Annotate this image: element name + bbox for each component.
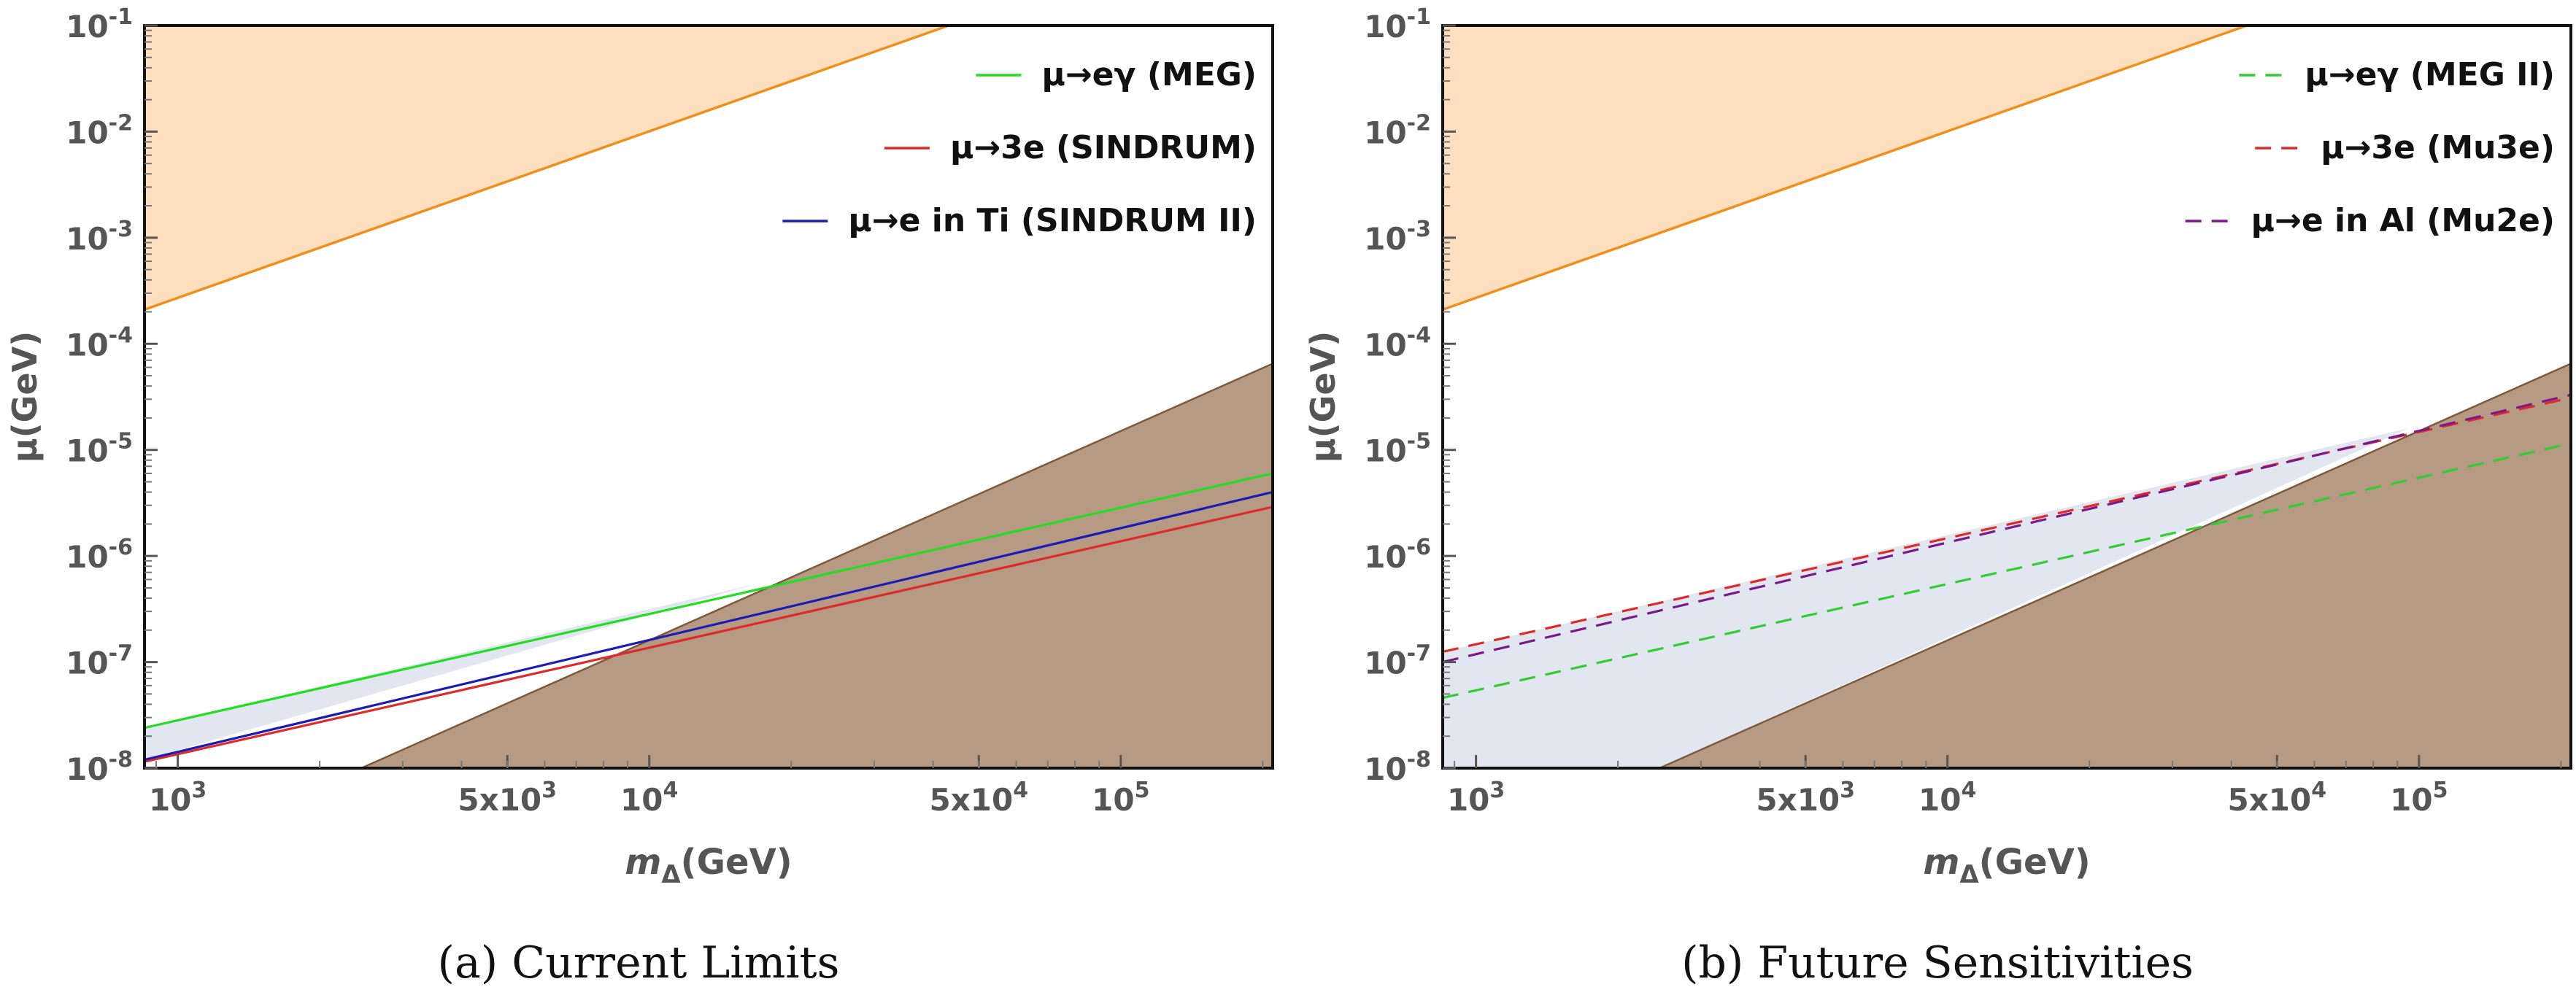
x-tick-label: 105 xyxy=(1092,778,1149,818)
x-tick-label: 5x103 xyxy=(458,778,557,818)
y-tick-label: 10-1 xyxy=(66,4,133,44)
series-line-2 xyxy=(144,491,1273,762)
y-tick-label: 10-8 xyxy=(1364,747,1431,787)
plot-area xyxy=(144,26,1273,768)
legend-entry-label: μ→3e (Mu3e) xyxy=(2321,129,2555,166)
panel-future-sensitivities: 10-8 10-7 10-6 10-5 10-4 10-3 10-2 10-1 103 5x103… xyxy=(1303,4,2572,988)
x-tick-label: 105 xyxy=(2390,778,2448,818)
y-axis-label: μ(GeV) xyxy=(1303,331,1343,462)
y-tick-label: 10-7 xyxy=(66,641,133,681)
excluded-boundary-lower xyxy=(360,363,1273,768)
x-axis-label: mΔ(GeV) xyxy=(625,842,792,889)
x-tick-label: 104 xyxy=(1918,778,1976,818)
legend-entry-label: μ→eγ (MEG) xyxy=(1041,56,1257,93)
y-tick-label: 10-3 xyxy=(1364,217,1431,257)
allowed-band xyxy=(1443,428,2409,768)
y-tick-label: 10-3 xyxy=(66,217,133,257)
y-tick-label: 10-8 xyxy=(66,747,133,787)
y-tick-label: 10-2 xyxy=(1364,110,1431,150)
x-axis-label: mΔ(GeV) xyxy=(1923,842,2090,889)
y-tick-label: 10-6 xyxy=(1364,535,1431,575)
excluded-region-lower xyxy=(361,363,1273,768)
y-axis-label: μ(GeV) xyxy=(5,331,45,462)
panel-current-limits: 10-8 10-7 10-6 10-5 10-4 10-3 10-2 10-1 103 5x103… xyxy=(5,4,1274,988)
excluded-boundary-upper xyxy=(144,26,953,311)
series-line-0 xyxy=(1443,442,2571,700)
plot-frame xyxy=(143,24,1274,770)
excluded-boundary-upper xyxy=(1443,26,2251,311)
legend-entry-label: μ→eγ (MEG II) xyxy=(2305,56,2555,93)
panel-caption: (a) Current Limits xyxy=(438,937,840,988)
x-tick-label: 104 xyxy=(620,778,678,818)
y-tick-label: 10-4 xyxy=(1364,322,1431,363)
x-tick-label: 5x104 xyxy=(2227,778,2326,818)
y-tick-label: 10-4 xyxy=(66,322,133,363)
x-tick-label: 5x103 xyxy=(1756,778,1855,818)
x-tick-label: 103 xyxy=(149,778,207,818)
y-tick-label: 10-5 xyxy=(1364,429,1431,469)
plot-area xyxy=(1443,26,2571,768)
legend: μ→eγ (MEG) μ→3e (SINDRUM) μ→e in Ti (SINDR… xyxy=(782,56,1257,239)
legend-entry-label: μ→3e (SINDRUM) xyxy=(950,129,1257,166)
x-tick-label: 103 xyxy=(1447,778,1505,818)
legend: μ→eγ (MEG II) μ→3e (Mu3e) μ→e in Al (Mu2e) xyxy=(2185,56,2555,239)
series-line-1 xyxy=(144,506,1273,763)
legend-entry-label: μ→e in Al (Mu2e) xyxy=(2251,202,2555,239)
y-tick-label: 10-6 xyxy=(66,535,133,575)
x-tick-label: 5x104 xyxy=(929,778,1028,818)
series-line-0 xyxy=(144,472,1273,729)
y-tick-label: 10-1 xyxy=(1364,4,1431,44)
panel-caption: (b) Future Sensitivities xyxy=(1681,937,2194,988)
series-line-1 xyxy=(1443,396,2571,654)
series-line-2 xyxy=(1443,393,2571,664)
y-tick-label: 10-5 xyxy=(66,429,133,469)
y-tick-label: 10-2 xyxy=(66,110,133,150)
excluded-region-lower xyxy=(1659,363,2571,768)
allowed-band xyxy=(144,583,758,760)
plot-frame xyxy=(1441,24,2572,770)
legend-entry-label: μ→e in Ti (SINDRUM II) xyxy=(848,202,1257,239)
y-tick-label: 10-7 xyxy=(1364,641,1431,681)
